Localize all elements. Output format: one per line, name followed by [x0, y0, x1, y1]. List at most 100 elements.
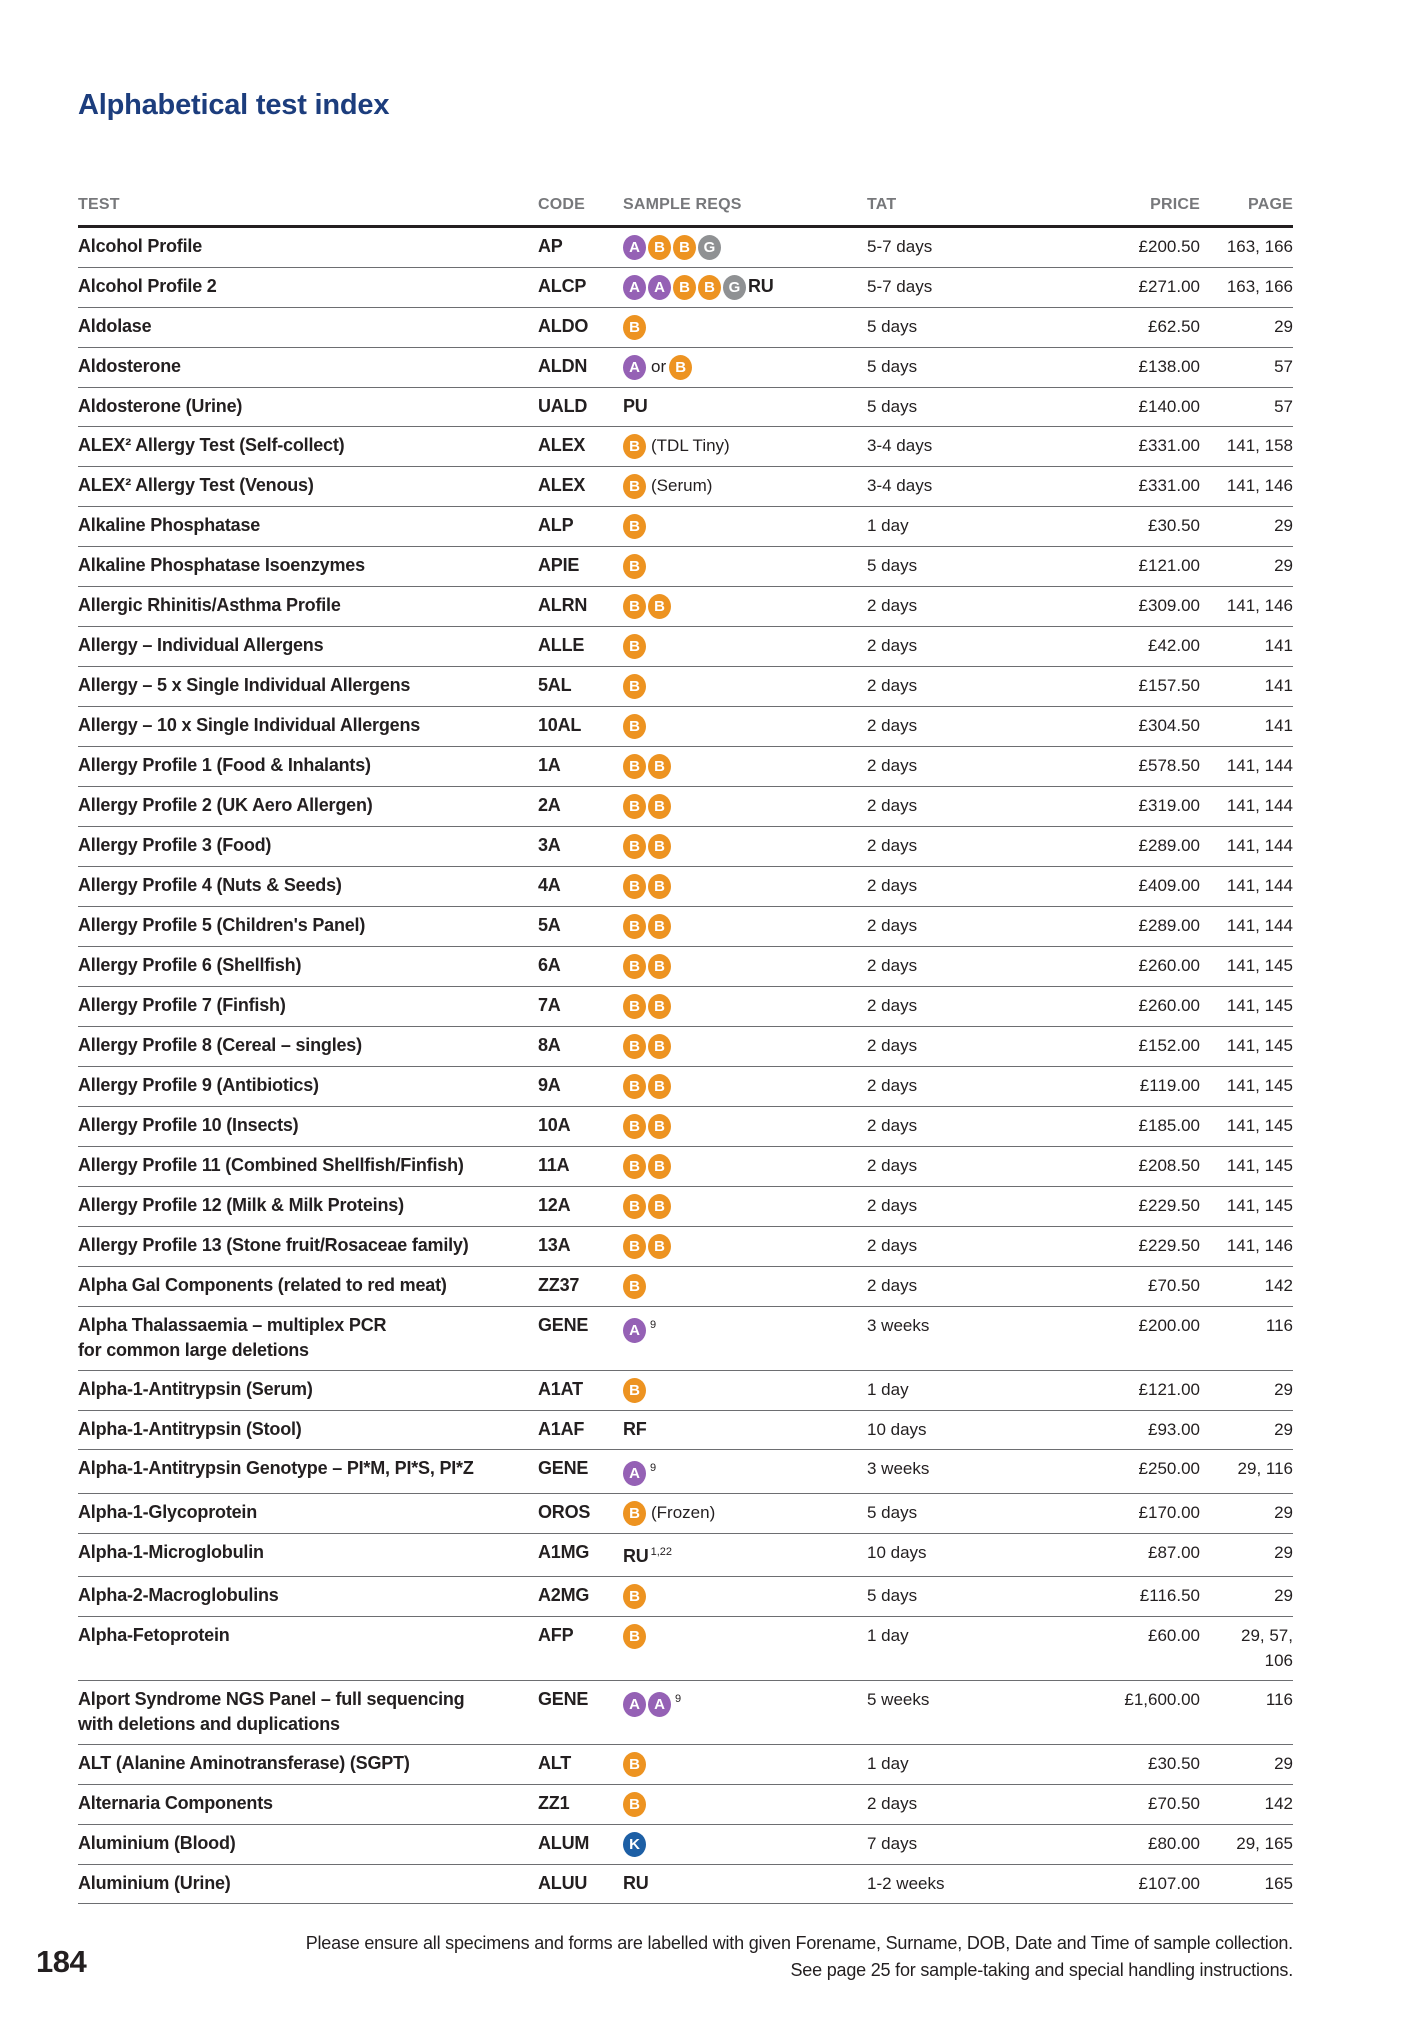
page-ref-line: 141, 145 [1226, 1036, 1293, 1055]
page-ref: 141 [1200, 633, 1293, 658]
sample-reqs: RU [623, 1871, 867, 1896]
test-name-line: Alpha-1-Antitrypsin Genotype – PI*M, PI*… [78, 1458, 474, 1478]
price-value: £121.00 [1138, 556, 1200, 575]
page-ref: 29 [1200, 1377, 1293, 1402]
table-row: Allergy Profile 2 (UK Aero Allergen) 2A B B… [78, 787, 1293, 827]
tat-value: 2 days [867, 1794, 918, 1813]
test-code: UALD [538, 396, 588, 416]
page-ref: 141, 145 [1200, 1033, 1293, 1058]
test-name: Allergy Profile 6 (Shellfish) [78, 953, 538, 978]
test-name-line: Aldosterone [78, 356, 181, 376]
test-name: Allergic Rhinitis/Asthma Profile [78, 593, 538, 618]
page-ref: 141, 145 [1200, 993, 1293, 1018]
page-ref: 141, 145 [1200, 1153, 1293, 1178]
sample-code: RU [623, 1873, 649, 1893]
col-header-price: PRICE [1150, 196, 1200, 213]
test-code: 2A [538, 795, 561, 815]
page-ref-line: 141, 144 [1226, 836, 1293, 855]
page-ref: 142 [1200, 1273, 1293, 1298]
badge-B-icon: B [623, 1234, 646, 1259]
page-ref-line: 165 [1264, 1874, 1293, 1893]
test-code: GENE [538, 1458, 589, 1478]
page-ref: 29 [1200, 513, 1293, 538]
badge-B-icon: B [623, 834, 646, 859]
tat-value: 1-2 weeks [867, 1874, 945, 1893]
page-ref: 29 [1200, 1540, 1293, 1565]
test-name: Allergy Profile 12 (Milk & Milk Proteins… [78, 1193, 538, 1218]
table-row: Alkaline Phosphatase ALP B 1 day £30.50 29 [78, 507, 1293, 547]
table-row: Allergy Profile 12 (Milk & Milk Proteins… [78, 1187, 1293, 1227]
test-name: Allergy – 10 x Single Individual Allerge… [78, 713, 538, 738]
badge-B-icon: B [673, 235, 696, 260]
test-name: Allergy Profile 5 (Children's Panel) [78, 913, 538, 938]
badge-B-icon: B [623, 634, 646, 659]
sample-footnote: 9 [650, 1462, 657, 1474]
page-ref-line: 163, 166 [1226, 237, 1293, 256]
test-name-line: Allergy Profile 13 (Stone fruit/Rosaceae… [78, 1235, 469, 1255]
badge-B-icon: B [623, 1624, 646, 1649]
tat-value: 5 weeks [867, 1690, 930, 1709]
sample-reqs: B [623, 1583, 867, 1609]
test-code: 4A [538, 875, 561, 895]
badge-B-icon: B [669, 355, 693, 380]
test-code: ZZ1 [538, 1793, 570, 1813]
test-name-line: Alpha-1-Microglobulin [78, 1542, 264, 1562]
badge-B-icon: B [648, 235, 671, 260]
page-ref: 142 [1200, 1791, 1293, 1816]
table-row: Alpha-1-Microglobulin A1MG RU 1,22 10 days £8… [78, 1534, 1293, 1577]
test-name-line: Alpha Gal Components (related to red mea… [78, 1275, 447, 1295]
price-value: £271.00 [1138, 277, 1200, 296]
footer-line-2: See page 25 for sample-taking and specia… [790, 1960, 1293, 1980]
test-code: A2MG [538, 1585, 590, 1605]
test-name-line: ALEX² Allergy Test (Venous) [78, 475, 314, 495]
test-name: Alpha-1-Antitrypsin (Stool) [78, 1417, 538, 1442]
price-value: £80.00 [1148, 1834, 1200, 1853]
table-row: Alpha-1-Antitrypsin (Serum) A1AT B 1 day £12… [78, 1371, 1293, 1411]
price-value: £289.00 [1138, 916, 1200, 935]
test-code: 6A [538, 955, 561, 975]
tat-value: 2 days [867, 1076, 918, 1095]
price-value: £157.50 [1138, 676, 1200, 695]
test-code: 12A [538, 1195, 571, 1215]
sample-reqs: B [623, 1377, 867, 1403]
price-value: £152.00 [1138, 1036, 1200, 1055]
tat-value: 3 weeks [867, 1459, 930, 1478]
test-name: Allergy – Individual Allergens [78, 633, 538, 658]
table-row: Allergy Profile 13 (Stone fruit/Rosaceae… [78, 1227, 1293, 1267]
test-name-line: Allergy Profile 6 (Shellfish) [78, 955, 302, 975]
test-code: ALT [538, 1753, 572, 1773]
test-name: Allergy – 5 x Single Individual Allergen… [78, 673, 538, 698]
table-row: ALEX² Allergy Test (Venous) ALEX B (Serum) 3… [78, 467, 1293, 507]
table-row: Allergy Profile 9 (Antibiotics) 9A B B 2 day… [78, 1067, 1293, 1107]
test-name-line: Allergy Profile 9 (Antibiotics) [78, 1075, 319, 1095]
sample-reqs: RU 1,22 [623, 1540, 867, 1569]
table-body: Alcohol Profile AP A B B G 5-7 days £200.50 163,… [78, 228, 1293, 1904]
test-name-line: Alcohol Profile 2 [78, 276, 217, 296]
page-ref-line: 29 [1274, 1503, 1293, 1522]
sample-note: (Serum) [651, 476, 713, 495]
price-value: £119.00 [1139, 1076, 1200, 1095]
test-code: AFP [538, 1625, 574, 1645]
page-ref: 141, 146 [1200, 1233, 1293, 1258]
badge-B-icon: B [648, 834, 671, 859]
test-code: 1A [538, 755, 561, 775]
test-name-line: Alpha-1-Antitrypsin (Stool) [78, 1419, 302, 1439]
page-ref-line: 106 [1264, 1651, 1293, 1670]
badge-A-icon: A [623, 235, 646, 260]
table-row: Alkaline Phosphatase Isoenzymes APIE B 5 da… [78, 547, 1293, 587]
table-row: Allergy Profile 10 (Insects) 10A B B 2 days £… [78, 1107, 1293, 1147]
price-value: £200.00 [1138, 1316, 1200, 1335]
price-value: £107.00 [1138, 1874, 1200, 1893]
page-ref-line: 141 [1264, 676, 1293, 695]
test-code: AP [538, 236, 563, 256]
page-content: Alphabetical test index TEST CODE SAMPLE… [78, 0, 1293, 1904]
sample-code: PU [623, 396, 648, 416]
test-code: A1AT [538, 1379, 583, 1399]
test-code: ALUM [538, 1833, 590, 1853]
tat-value: 2 days [867, 1276, 918, 1295]
